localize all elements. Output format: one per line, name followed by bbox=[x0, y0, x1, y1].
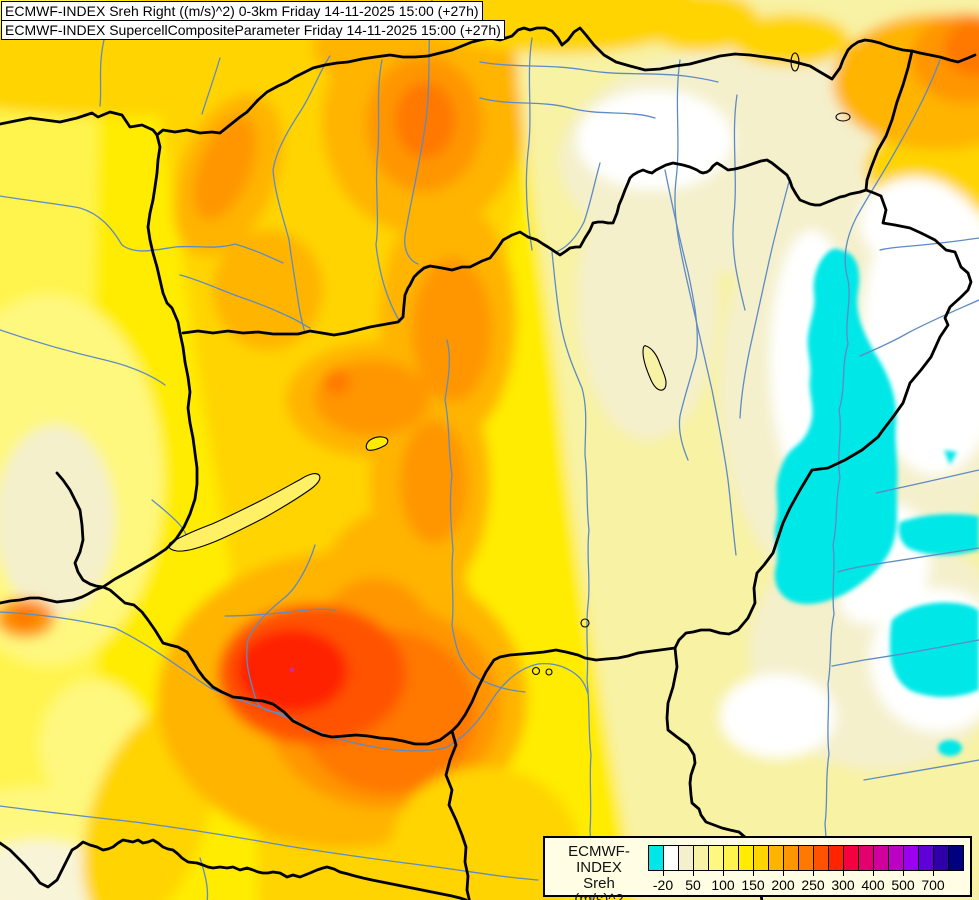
legend-tick-label: 150 bbox=[741, 877, 765, 893]
legend-cell bbox=[844, 846, 859, 870]
lake-balaton bbox=[168, 473, 321, 552]
legend-parameter: Sreh bbox=[583, 875, 615, 892]
lake-tisza bbox=[642, 345, 667, 391]
legend-cell bbox=[814, 846, 829, 870]
map-title-primary: ECMWF-INDEX Sreh Right ((m/s)^2) 0-3km F… bbox=[1, 1, 483, 21]
legend-tick-mark bbox=[783, 871, 784, 876]
negative-helicity-areas bbox=[774, 248, 979, 756]
legend-cell bbox=[784, 846, 799, 870]
legend-cell bbox=[694, 846, 709, 870]
legend-cell bbox=[739, 846, 754, 870]
legend-product: ECMWF-INDEX bbox=[568, 843, 630, 876]
legend-cell bbox=[919, 846, 934, 870]
legend-colorbar-ticks: -20 50 100 150 200 250 300 400 500 700 bbox=[648, 871, 964, 897]
legend-cell bbox=[799, 846, 814, 870]
legend-tick-label: 500 bbox=[891, 877, 915, 893]
legend-tick-mark bbox=[843, 871, 844, 876]
legend-tick-label: 400 bbox=[861, 877, 885, 893]
country-borders bbox=[0, 26, 977, 900]
legend-cell bbox=[949, 846, 963, 870]
legend-tick-mark bbox=[753, 871, 754, 876]
legend-tick-mark bbox=[693, 871, 694, 876]
legend-tick-mark bbox=[873, 871, 874, 876]
legend-tick-label: 250 bbox=[801, 877, 825, 893]
legend-tick-mark bbox=[933, 871, 934, 876]
map-title-secondary-text: ECMWF-INDEX SupercellCompositeParameter … bbox=[5, 22, 501, 38]
legend-tick-label: 100 bbox=[711, 877, 735, 893]
legend-cell bbox=[904, 846, 919, 870]
legend-cell bbox=[754, 846, 769, 870]
max-value-marker bbox=[289, 667, 295, 673]
legend-colorbar: -20 50 100 150 200 250 300 400 500 700 bbox=[648, 845, 964, 897]
legend-tick-label: -20 bbox=[652, 877, 674, 893]
legend-tick-label: 300 bbox=[831, 877, 855, 893]
legend-colorbar-cells bbox=[648, 845, 964, 871]
legend: ECMWF-INDEX Sreh (m/s)^2 -20 50 100 150 200 2… bbox=[543, 836, 972, 900]
map-title-primary-text: ECMWF-INDEX Sreh Right ((m/s)^2) 0-3km F… bbox=[5, 3, 479, 19]
legend-tick-label: 700 bbox=[921, 877, 945, 893]
legend-cell bbox=[724, 846, 739, 870]
legend-cell bbox=[859, 846, 874, 870]
map-title-secondary: ECMWF-INDEX SupercellCompositeParameter … bbox=[1, 20, 505, 40]
legend-cell bbox=[889, 846, 904, 870]
legend-tick-mark bbox=[663, 871, 664, 876]
legend-cell bbox=[664, 846, 679, 870]
legend-label: ECMWF-INDEX Sreh (m/s)^2 bbox=[548, 844, 650, 900]
lake-velence bbox=[365, 436, 389, 451]
legend-tick-mark bbox=[813, 871, 814, 876]
legend-tick-mark bbox=[723, 871, 724, 876]
legend-tick-label: 200 bbox=[771, 877, 795, 893]
legend-cell bbox=[769, 846, 784, 870]
legend-cell bbox=[934, 846, 949, 870]
legend-cell bbox=[679, 846, 694, 870]
legend-cell bbox=[874, 846, 889, 870]
legend-units: (m/s)^2 bbox=[574, 891, 624, 900]
legend-cell bbox=[649, 846, 664, 870]
legend-cell bbox=[709, 846, 724, 870]
legend-tick-mark bbox=[903, 871, 904, 876]
legend-tick-label: 50 bbox=[685, 877, 701, 893]
legend-cell bbox=[829, 846, 844, 870]
lakes bbox=[168, 52, 851, 676]
